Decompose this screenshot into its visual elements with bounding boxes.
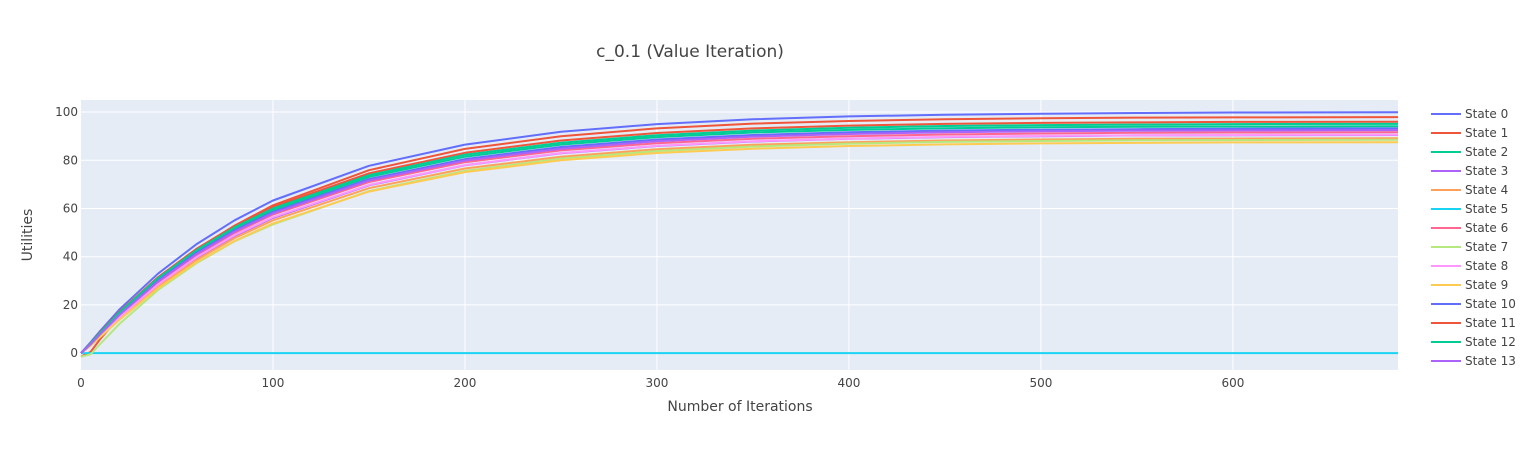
- x-tick-label: 500: [1029, 376, 1052, 390]
- legend-label: State 2: [1465, 145, 1508, 159]
- legend-label: State 10: [1465, 297, 1516, 311]
- x-tick-label: 300: [645, 376, 668, 390]
- series-line-state-7: [80, 138, 1399, 358]
- x-tick-label: 400: [837, 376, 860, 390]
- legend-label: State 13: [1465, 354, 1516, 368]
- x-axis-ticks: 0 100 200 300 400 500 600: [77, 376, 1244, 390]
- legend-label: State 3: [1465, 164, 1508, 178]
- legend-label: State 6: [1465, 221, 1508, 235]
- legend-item[interactable]: State 3: [1431, 164, 1508, 178]
- series-line-state-0: [80, 111, 1399, 354]
- legend-label: State 12: [1465, 335, 1516, 349]
- legend-label: State 9: [1465, 278, 1508, 292]
- legend-item[interactable]: State 1: [1431, 126, 1508, 140]
- legend-item[interactable]: State 0: [1431, 107, 1508, 121]
- series-line-state-12: [80, 122, 1399, 354]
- legend-label: State 5: [1465, 202, 1508, 216]
- legend-item[interactable]: State 12: [1431, 335, 1516, 349]
- y-tick-label: 20: [63, 298, 78, 312]
- legend-label: State 1: [1465, 126, 1508, 140]
- series-line-state-9: [80, 141, 1399, 354]
- legend-item[interactable]: State 11: [1431, 316, 1516, 330]
- series-line-state-13: [80, 129, 1399, 354]
- y-axis-title: Utilities: [20, 209, 36, 262]
- legend-label: State 8: [1465, 259, 1508, 273]
- x-axis-title: Number of Iterations: [667, 399, 812, 415]
- legend-item[interactable]: State 6: [1431, 221, 1508, 235]
- legend-label: State 7: [1465, 240, 1508, 254]
- series-lines: [80, 111, 1399, 358]
- y-tick-label: 60: [63, 201, 78, 215]
- y-axis-ticks: 0 20 40 60 80 100: [55, 105, 78, 360]
- y-tick-label: 100: [55, 105, 78, 119]
- legend-item[interactable]: State 9: [1431, 278, 1508, 292]
- x-tick-label: 200: [454, 376, 477, 390]
- legend-item[interactable]: State 8: [1431, 259, 1508, 273]
- chart-title: c_0.1 (Value Iteration): [596, 42, 784, 62]
- legend-label: State 4: [1465, 183, 1508, 197]
- legend: State 0 State 1 State 2 State 3 State 4 State…: [1431, 107, 1516, 368]
- legend-item[interactable]: State 4: [1431, 183, 1508, 197]
- x-tick-label: 100: [262, 376, 285, 390]
- legend-item[interactable]: State 2: [1431, 145, 1508, 159]
- legend-label: State 0: [1465, 107, 1508, 121]
- y-tick-label: 80: [63, 153, 78, 167]
- legend-item[interactable]: State 7: [1431, 240, 1508, 254]
- series-line-state-8: [80, 133, 1399, 354]
- legend-item[interactable]: State 13: [1431, 354, 1516, 368]
- y-tick-label: 40: [63, 250, 78, 264]
- legend-item[interactable]: State 5: [1431, 202, 1508, 216]
- legend-label: State 11: [1465, 316, 1516, 330]
- x-tick-label: 0: [77, 376, 85, 390]
- legend-item[interactable]: State 10: [1431, 297, 1516, 311]
- y-tick-label: 0: [70, 346, 78, 360]
- x-tick-label: 600: [1221, 376, 1244, 390]
